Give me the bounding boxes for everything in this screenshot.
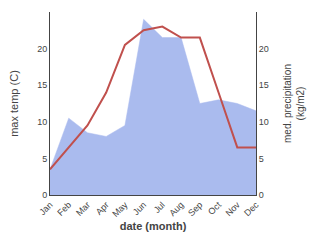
svg-text:Feb: Feb [55, 200, 73, 218]
svg-text:10: 10 [37, 117, 47, 127]
svg-text:0: 0 [259, 190, 264, 200]
svg-text:date (month): date (month) [120, 220, 187, 232]
svg-text:Dec: Dec [242, 199, 261, 218]
svg-text:10: 10 [259, 117, 269, 127]
svg-text:15: 15 [37, 80, 47, 90]
svg-text:Nov: Nov [223, 199, 242, 218]
svg-text:5: 5 [259, 154, 264, 164]
svg-text:Oct: Oct [206, 199, 223, 216]
svg-text:max temp (C): max temp (C) [8, 70, 20, 137]
svg-text:Sep: Sep [186, 200, 204, 218]
svg-text:20: 20 [259, 44, 269, 54]
svg-text:Jun: Jun [131, 200, 148, 217]
svg-text:Jul: Jul [152, 200, 167, 215]
svg-text:Apr: Apr [94, 200, 111, 217]
svg-text:0: 0 [42, 190, 47, 200]
svg-text:15: 15 [259, 80, 269, 90]
svg-text:5: 5 [42, 154, 47, 164]
svg-text:May: May [110, 199, 129, 218]
svg-text:20: 20 [37, 44, 47, 54]
svg-text:Jan: Jan [37, 200, 54, 217]
svg-text:Mar: Mar [74, 200, 92, 218]
svg-text:Aug: Aug [167, 200, 185, 218]
svg-text:med. precipitation(kg/m2): med. precipitation(kg/m2) [282, 64, 306, 143]
